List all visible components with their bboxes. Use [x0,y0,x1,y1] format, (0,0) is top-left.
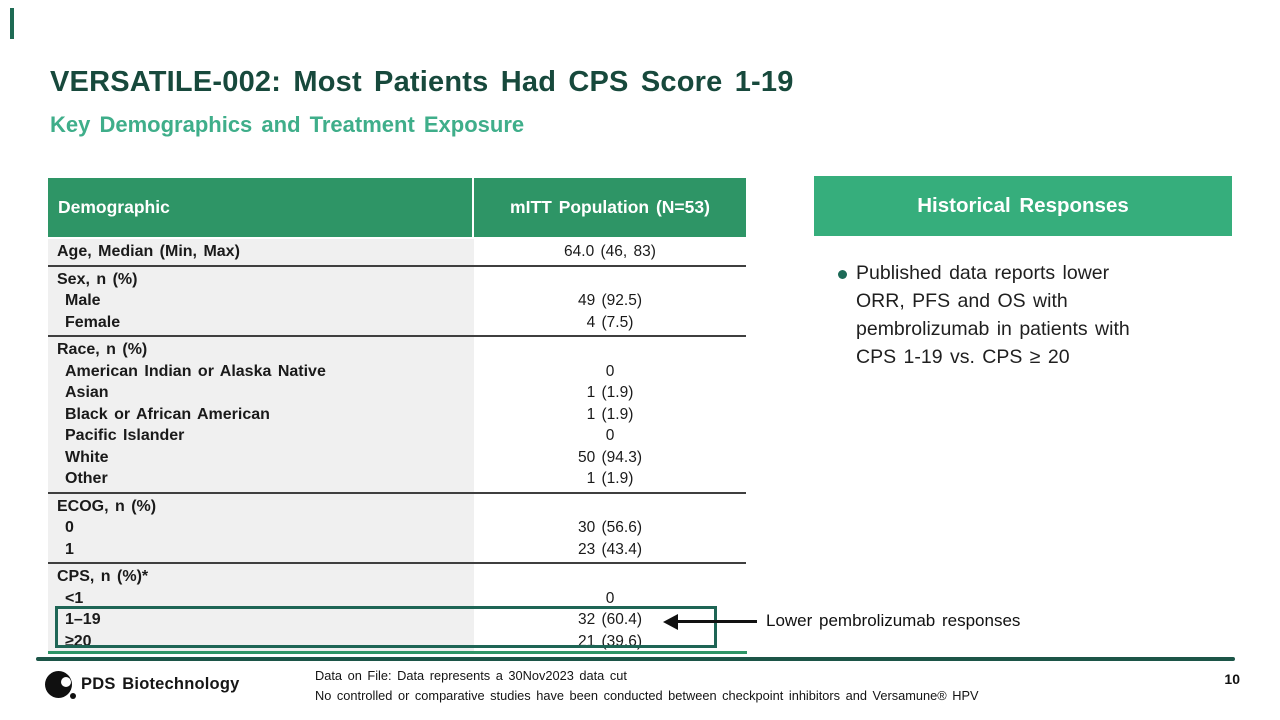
row-value: 1 (1.9) [586,470,634,487]
population-column-header: mITT Population (N=53) [510,197,710,217]
row-label: Pacific Islander [65,427,185,444]
annotation-label: Lower pembrolizumab responses [766,611,1021,630]
row-value: 0 [605,362,615,380]
historical-responses-header: Historical Responses [814,176,1232,236]
table-row: 1–19 32 (60.4) [48,609,746,631]
table-header-row: Demographic mITT Population (N=53) [48,178,746,237]
table-group-sex: Sex, n (%) Male 49 (92.5) Female 4 (7.5) [48,264,746,335]
row-value: 1 (1.9) [586,384,634,401]
row-value [474,269,746,291]
table-group-race: Race, n (%) American Indian or Alaska Na… [48,335,746,492]
cps-highlight-box [55,606,717,648]
row-value: 30 (56.6) [577,519,643,536]
row-value: 0 [605,427,615,444]
row-value: 49 (92.5) [577,292,643,309]
row-value [474,496,746,518]
demographic-column-header: Demographic [48,178,474,237]
row-value: 32 (60.4) [577,611,643,628]
row-label: Male [65,292,101,309]
table-row: 0 30 (56.6) [48,517,746,539]
row-label: CPS, n (%)* [57,568,149,585]
table-row: ECOG, n (%) [48,496,746,518]
footer-divider-line [36,657,1235,661]
table-underline [48,651,747,654]
row-label: White [65,448,109,466]
slide-accent-bar [10,8,14,39]
row-label: American Indian or Alaska Native [65,362,326,380]
row-value: 64.0 (46, 83) [564,243,656,260]
historical-responses-bullet: Published data reports lower ORR, PFS an… [856,262,1130,368]
row-value: 23 (43.4) [577,540,643,558]
row-value [474,566,746,588]
row-label: 0 [65,519,74,536]
table-group-age: Age, Median (Min, Max) 64.0 (46, 83) [48,239,746,265]
table-row: Black or African American 1 (1.9) [48,404,746,426]
row-label: Black or African American [65,405,270,423]
row-value: 50 (94.3) [577,448,643,466]
page-title: VERSATILE-002: Most Patients Had CPS Sco… [50,66,794,98]
table-row: Pacific Islander 0 [48,425,746,447]
table-row: <1 0 [48,588,746,610]
row-label: Female [65,313,121,331]
table-row: Age, Median (Min, Max) 64.0 (46, 83) [48,241,746,263]
table-row: Asian 1 (1.9) [48,382,746,404]
table-row: CPS, n (%)* [48,566,746,588]
page-number: 10 [1224,671,1240,687]
pds-logo-dot [70,693,76,699]
row-label: Race, n (%) [57,341,148,358]
table-row: White 50 (94.3) [48,447,746,469]
row-label: Other [65,470,108,487]
table-group-ecog: ECOG, n (%) 0 30 (56.6) 1 23 (43.4) [48,491,746,562]
table-row: Sex, n (%) [48,269,746,291]
row-label: 1 [65,540,74,558]
row-label: Asian [65,384,109,401]
table-row: Other 1 (1.9) [48,468,746,490]
table-row: Female 4 (7.5) [48,312,746,334]
demographics-table: Demographic mITT Population (N=53) Age, … [48,178,746,654]
footnote-line-1: Data on File: Data represents a 30Nov202… [315,668,627,683]
table-row: American Indian or Alaska Native 0 [48,361,746,383]
brand-name: PDS Biotechnology [81,675,240,693]
row-value [474,339,746,361]
row-label: 1–19 [65,611,101,628]
left-arrow-icon [676,620,757,623]
row-label: Sex, n (%) [57,270,138,288]
row-label: Age, Median (Min, Max) [57,243,240,260]
left-arrow-head-icon [663,613,678,630]
pds-logo-hole [61,677,71,687]
footnote-line-2: No controlled or comparative studies hav… [315,688,979,703]
row-value: 1 (1.9) [586,405,634,423]
table-row: 1 23 (43.4) [48,539,746,561]
row-value: 4 (7.5) [586,313,634,331]
table-row: Race, n (%) [48,339,746,361]
page-subtitle: Key Demographics and Treatment Exposure [50,112,525,137]
row-value: 0 [605,589,615,607]
row-label: ECOG, n (%) [57,497,157,515]
table-row: Male 49 (92.5) [48,290,746,312]
bullet-dot-icon [838,270,847,279]
row-label: <1 [65,589,84,607]
